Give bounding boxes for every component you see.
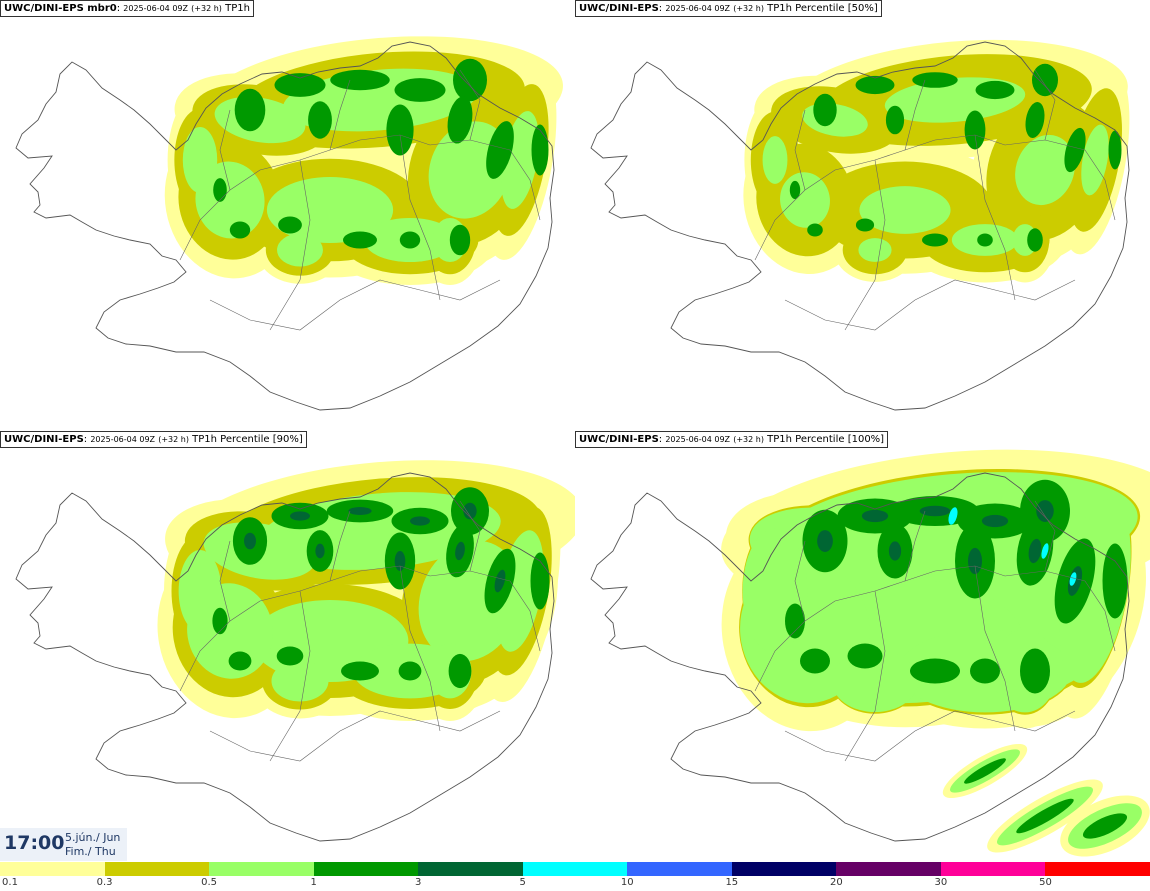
valid-date-line2: Fim./ Thu <box>65 845 116 858</box>
valid-time-box: 17:00 5.jún./ Jun Fim./ Thu <box>0 828 127 861</box>
legend-tick-label: 20 <box>829 877 843 888</box>
precip-field <box>721 449 1150 857</box>
precip-field <box>743 39 1130 283</box>
panel-lead: (+32 h) <box>733 4 764 13</box>
panel-field: TP1h Percentile [100%] <box>767 434 885 445</box>
panel-title: UWC/DINI-EPS mbr0: 2025-06-04 09Z (+32 h… <box>0 0 254 17</box>
legend-tick-label: 0.1 <box>2 877 18 888</box>
legend-ticks: 0.1 0.3 0.5 1 3 5 10 15 20 30 50 <box>0 877 1150 891</box>
road-line <box>794 540 806 622</box>
legend-tick-label: 50 <box>1039 877 1052 888</box>
map-panel-p90: UWC/DINI-EPS: 2025-06-04 09Z (+32 h) TP1… <box>0 431 575 861</box>
legend-tick-label: 3 <box>414 877 422 888</box>
panel-model: UWC/DINI-EPS <box>579 3 659 14</box>
panel-run: 2025-06-04 09Z <box>665 4 731 13</box>
road-line <box>329 510 351 582</box>
legend-tick-label: 5 <box>519 877 526 888</box>
road-line <box>269 159 311 331</box>
panel-field: TP1h Percentile [90%] <box>192 434 303 445</box>
panel-run: 2025-06-04 09Z <box>90 435 156 444</box>
legend-swatch <box>731 862 837 876</box>
road-line <box>1034 500 1056 572</box>
precip-field <box>157 460 575 721</box>
panel-field: TP1h <box>225 3 250 14</box>
map-panel-p100: UWC/DINI-EPS: 2025-06-04 09Z (+32 h) TP1… <box>575 431 1150 861</box>
road-line <box>209 710 501 762</box>
legend-tick-label: 15 <box>725 877 739 888</box>
legend-swatch <box>418 862 523 876</box>
panel-model: UWC/DINI-EPS <box>4 434 84 445</box>
panel-title: UWC/DINI-EPS: 2025-06-04 09Z (+32 h) TP1… <box>0 431 307 448</box>
legend-tick-label: 0.5 <box>201 877 218 888</box>
valid-time: 17:00 <box>4 832 65 854</box>
legend-tick-label: 0.3 <box>96 877 113 888</box>
legend-tick-label: 1 <box>310 877 317 888</box>
road-line <box>269 590 311 762</box>
legend-swatch <box>627 862 732 876</box>
coastline <box>590 41 1130 411</box>
coastline <box>15 472 555 842</box>
panel-lead: (+32 h) <box>733 435 764 444</box>
coastline <box>15 41 555 411</box>
coastline <box>590 472 1130 842</box>
road-line <box>904 510 926 582</box>
precip-field <box>164 36 563 285</box>
panel-lead: (+32 h) <box>191 4 222 13</box>
road-line <box>219 540 231 622</box>
precip-map <box>590 39 1130 411</box>
legend-swatch <box>0 862 105 876</box>
color-legend <box>0 862 1150 876</box>
precip-map <box>15 460 575 842</box>
road-line <box>219 109 231 191</box>
road-line <box>904 79 926 151</box>
road-line <box>974 565 1016 732</box>
panel-run: 2025-06-04 09Z <box>665 435 731 444</box>
precip-map <box>590 449 1150 857</box>
legend-swatch <box>313 862 419 876</box>
road-line <box>794 109 806 191</box>
precip-map <box>15 36 563 411</box>
road-line <box>399 134 441 301</box>
road-line <box>459 500 481 572</box>
map-panel-p50: UWC/DINI-EPS: 2025-06-04 09Z (+32 h) TP1… <box>575 0 1150 430</box>
road-line <box>974 134 1016 301</box>
road-line <box>784 710 1076 762</box>
valid-date-line1: 5.jún./ Jun <box>65 831 121 844</box>
road-line <box>784 279 1076 331</box>
road-line <box>399 565 441 732</box>
legend-swatch <box>104 862 210 876</box>
legend-tick-label: 10 <box>620 877 634 888</box>
panel-title: UWC/DINI-EPS: 2025-06-04 09Z (+32 h) TP1… <box>575 431 889 448</box>
legend-tick-label: 30 <box>934 877 948 888</box>
legend-swatch <box>522 862 628 876</box>
legend-swatch <box>209 862 314 876</box>
panel-field: TP1h Percentile [50%] <box>767 3 878 14</box>
panel-title: UWC/DINI-EPS: 2025-06-04 09Z (+32 h) TP1… <box>575 0 882 17</box>
panel-lead: (+32 h) <box>158 435 189 444</box>
road-line <box>209 279 501 331</box>
road-line <box>844 159 886 331</box>
road-line <box>329 79 351 151</box>
legend-swatch <box>1045 862 1150 876</box>
legend-swatch <box>836 862 941 876</box>
road-line <box>844 590 886 762</box>
panel-model: UWC/DINI-EPS mbr0 <box>4 3 117 14</box>
map-panel-member0: UWC/DINI-EPS mbr0: 2025-06-04 09Z (+32 h… <box>0 0 575 430</box>
legend-swatch <box>940 862 1046 876</box>
panel-run: 2025-06-04 09Z <box>123 4 188 13</box>
road-line <box>1034 69 1056 141</box>
panel-model: UWC/DINI-EPS <box>579 434 659 445</box>
road-line <box>459 69 481 141</box>
